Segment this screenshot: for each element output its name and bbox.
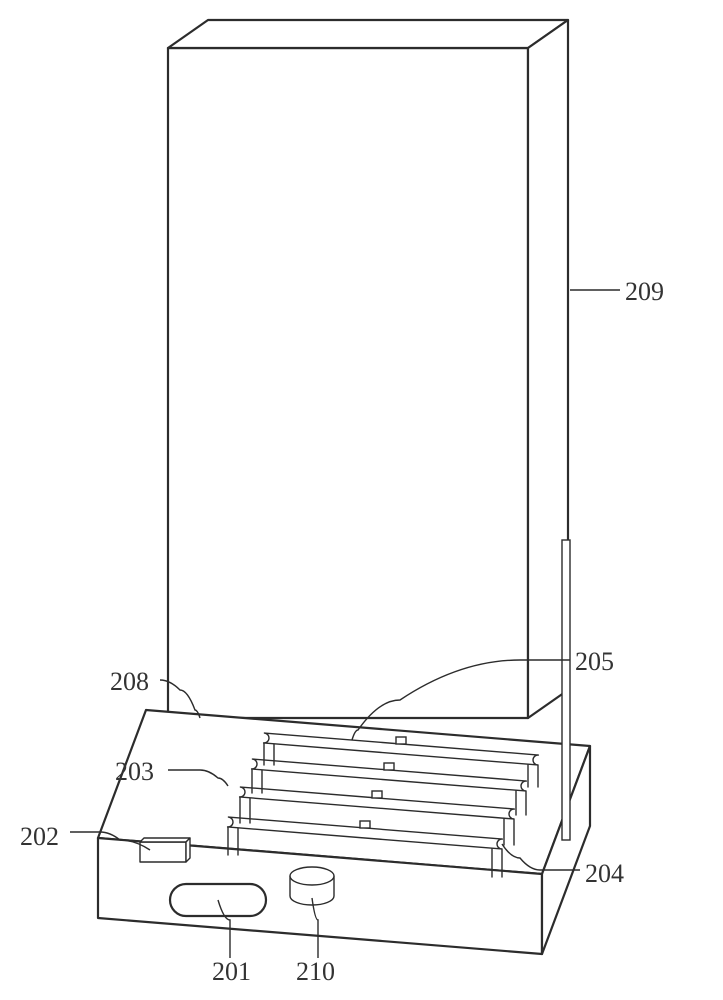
- label-201: 201: [212, 957, 251, 986]
- label-204: 204: [585, 859, 624, 888]
- label-210: 210: [296, 957, 335, 986]
- label-203: 203: [115, 757, 154, 786]
- label-209: 209: [625, 277, 664, 306]
- label-202: 202: [20, 822, 59, 851]
- label-208: 208: [110, 667, 149, 696]
- label-205: 205: [575, 647, 614, 676]
